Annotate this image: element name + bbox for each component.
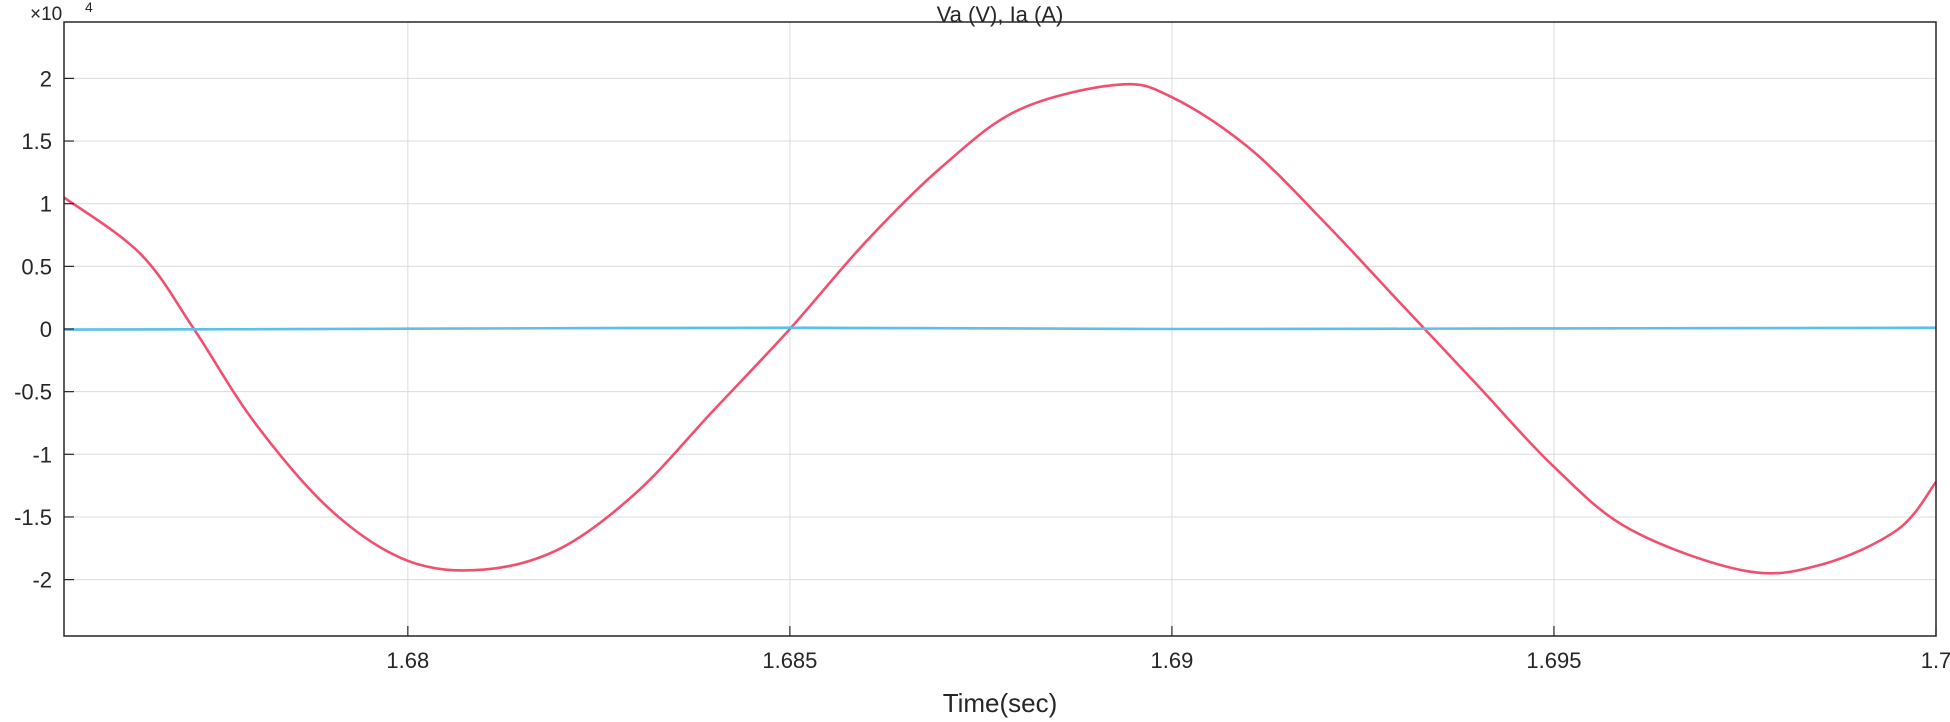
y-tick-label: -2 — [32, 568, 52, 593]
y-tick-label: -1 — [32, 442, 52, 467]
x-axis-label: Time(sec) — [943, 688, 1058, 718]
y-tick-label: -1.5 — [14, 505, 52, 530]
series-group — [63, 82, 1938, 575]
y-tick-label: -0.5 — [14, 380, 52, 405]
y-tick-label: 1 — [40, 192, 52, 217]
series-line-1 — [63, 82, 1938, 575]
y-axis: -2 -1.5 -1 -0.5 0 0.5 1 1.5 2 — [14, 66, 74, 593]
x-tick-label: 1.69 — [1151, 648, 1194, 673]
y-tick-label: 0.5 — [21, 254, 52, 279]
y-multiplier-label: ×10 — [30, 4, 62, 25]
y-tick-label: 1.5 — [21, 129, 52, 154]
y-multiplier-exponent: 4 — [85, 0, 93, 15]
series-line-2 — [63, 326, 1937, 331]
x-tick-label: 1.695 — [1526, 648, 1581, 673]
y-tick-label: 0 — [40, 317, 52, 342]
chart-title: Va (V), Ia (A) — [937, 2, 1064, 27]
x-axis: 1.68 1.685 1.69 1.695 1.7 — [386, 626, 1950, 673]
y-tick-label: 2 — [40, 66, 52, 91]
x-tick-label: 1.68 — [386, 648, 429, 673]
x-tick-label: 1.685 — [762, 648, 817, 673]
x-tick-label: 1.7 — [1921, 648, 1950, 673]
